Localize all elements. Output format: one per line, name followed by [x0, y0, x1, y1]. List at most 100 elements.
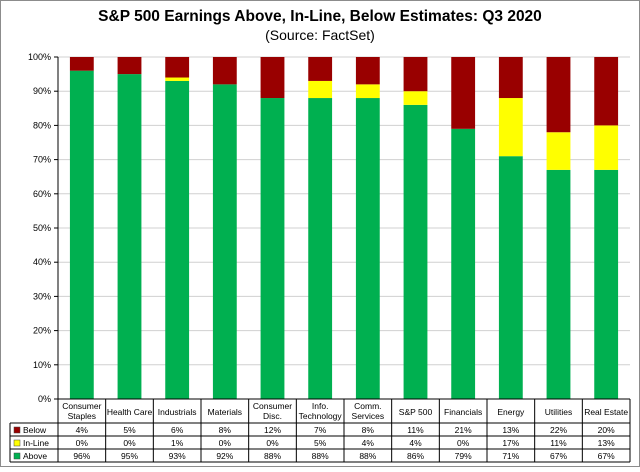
bar-segment-above	[451, 128, 476, 399]
data-label: 22%	[550, 425, 567, 435]
data-label: 13%	[598, 438, 615, 448]
y-tick-label: 80%	[33, 120, 51, 130]
y-tick-label: 50%	[33, 223, 51, 233]
bar-segment-in-line	[594, 125, 619, 170]
bar-segment-below	[355, 57, 380, 85]
data-label: 4%	[362, 438, 375, 448]
bar-segment-above	[165, 80, 190, 399]
y-tick-label: 30%	[33, 291, 51, 301]
category-label: Info. Technology	[299, 401, 343, 421]
data-label: 4%	[76, 425, 89, 435]
data-table: Consumer Staples Health Care Industrials Mat…	[9, 398, 631, 463]
legend-label: Below	[23, 425, 47, 435]
data-label: 7%	[314, 425, 327, 435]
data-label: 8%	[362, 425, 375, 435]
bar-segment-in-line	[403, 91, 428, 105]
y-tick-label: 40%	[33, 257, 51, 267]
bar-segment-below	[546, 57, 571, 133]
bar-segment-in-line	[498, 98, 523, 157]
bar-segment-above	[260, 98, 285, 399]
bar-segment-below	[212, 57, 237, 85]
data-label: 0%	[219, 438, 232, 448]
category-label: Consumer Disc.	[253, 401, 292, 421]
bar-segment-above	[69, 70, 94, 400]
bar-segment-below	[69, 57, 94, 71]
data-label: 11%	[550, 438, 567, 448]
legend-label: Above	[23, 451, 47, 461]
data-label: 0%	[76, 438, 89, 448]
data-label: 0%	[123, 438, 136, 448]
legend-swatch-below	[13, 426, 21, 434]
bar-segment-above	[117, 74, 142, 399]
category-label: Materials	[208, 407, 242, 417]
bar-segment-below	[403, 57, 428, 92]
category-label: Utilities	[545, 407, 572, 417]
legend-swatch-above	[13, 452, 21, 460]
bar-segment-in-line	[165, 77, 190, 81]
y-tick-label: 70%	[33, 155, 51, 165]
data-label: 11%	[407, 425, 424, 435]
data-label: 93%	[169, 451, 186, 461]
data-label: 71%	[502, 451, 519, 461]
data-label: 1%	[171, 438, 184, 448]
category-label: Real Estate	[584, 407, 628, 417]
data-label: 67%	[598, 451, 615, 461]
data-label: 4%	[409, 438, 422, 448]
bar-segment-in-line	[308, 80, 333, 99]
data-label: 67%	[550, 451, 567, 461]
data-label: 0%	[457, 438, 470, 448]
bar-segment-below	[165, 57, 190, 78]
data-label: 13%	[502, 425, 519, 435]
chart-title: S&P 500 Earnings Above, In-Line, Below E…	[98, 8, 542, 25]
y-tick-label: 90%	[33, 86, 51, 96]
category-label: Financials	[444, 407, 482, 417]
bar-segment-in-line	[546, 132, 571, 170]
data-label: 95%	[121, 451, 138, 461]
data-label: 96%	[73, 451, 90, 461]
data-label: 21%	[455, 425, 472, 435]
category-label: Health Care	[107, 407, 153, 417]
bar-segment-above	[403, 104, 428, 399]
bar-segment-above	[594, 169, 619, 399]
data-label: 5%	[314, 438, 327, 448]
category-label: Industrials	[158, 407, 197, 417]
y-tick-label: 100%	[28, 52, 51, 62]
data-label: 8%	[219, 425, 232, 435]
y-axis-ticks: 0% 10% 20% 30% 40% 50% 60% 70% 80% 90% 100%	[28, 52, 59, 404]
bar-segment-below	[260, 57, 285, 99]
chart-subtitle: (Source: FactSet)	[265, 27, 375, 43]
y-tick-label: 60%	[33, 189, 51, 199]
data-label: 0%	[266, 438, 279, 448]
y-tick-label: 20%	[33, 326, 51, 336]
data-label: 17%	[502, 438, 519, 448]
y-tick-label: 0%	[38, 394, 51, 404]
bar-segment-above	[355, 98, 380, 399]
category-label: Consumer Staples	[62, 401, 101, 421]
data-label: 79%	[455, 451, 472, 461]
bars	[69, 57, 619, 400]
category-label: Comm. Services	[352, 401, 385, 421]
y-tick-label: 10%	[33, 360, 51, 370]
data-label: 5%	[123, 425, 136, 435]
data-label: 88%	[359, 451, 376, 461]
legend-swatch-in-line	[13, 439, 21, 447]
bar-segment-above	[498, 156, 523, 399]
data-label: 92%	[216, 451, 233, 461]
bar-segment-below	[451, 57, 476, 129]
data-label: 88%	[312, 451, 329, 461]
bar-segment-above	[546, 169, 571, 399]
category-label: Energy	[497, 407, 525, 417]
bar-segment-below	[308, 57, 333, 81]
category-label: S&P 500	[399, 407, 433, 417]
bar-segment-below	[594, 57, 619, 126]
bar-segment-above	[212, 84, 237, 400]
data-label: 86%	[407, 451, 424, 461]
data-label: 20%	[598, 425, 615, 435]
data-label: 6%	[171, 425, 184, 435]
bar-segment-in-line	[355, 84, 380, 99]
data-label: 88%	[264, 451, 281, 461]
bar-segment-below	[117, 57, 142, 75]
legend-label: In-Line	[23, 438, 49, 448]
